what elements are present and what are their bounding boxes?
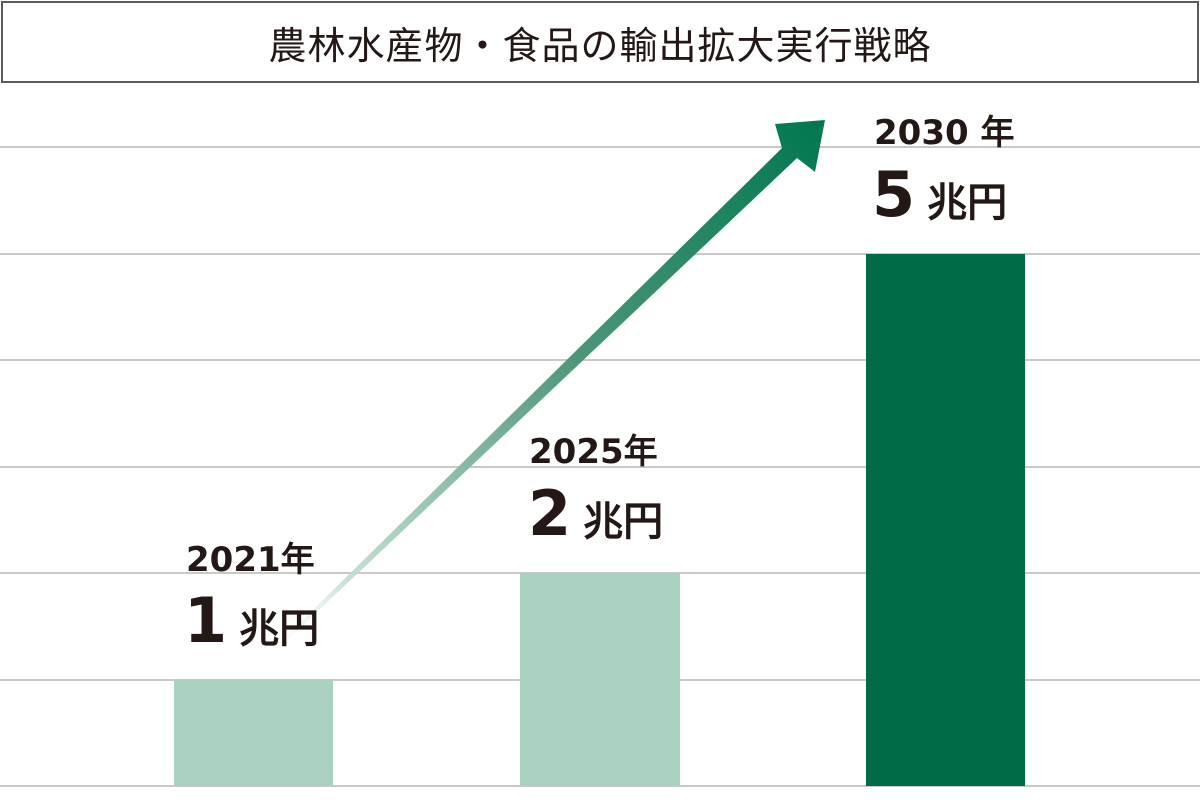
gridline <box>0 146 1200 148</box>
value-label-2030: 5 兆円 <box>872 164 1007 226</box>
value-unit: 兆円 <box>927 180 1008 226</box>
value-label-2025: 2 兆円 <box>528 483 663 545</box>
value-label-2021: 1 兆円 <box>184 590 319 652</box>
value-unit: 兆円 <box>583 499 664 545</box>
bar-2030 <box>866 254 1025 786</box>
value-number: 1 <box>184 584 228 657</box>
bar-2025 <box>520 573 680 786</box>
gridline <box>0 359 1200 361</box>
baseline <box>0 785 1200 787</box>
bar-2021 <box>174 680 333 786</box>
chart-title-box: 農林水産物・食品の輸出拡大実行戦略 <box>1 1 1199 83</box>
chart-title: 農林水産物・食品の輸出拡大実行戦略 <box>268 23 932 68</box>
gridline <box>0 253 1200 255</box>
value-unit: 兆円 <box>239 606 320 652</box>
year-label-2025: 2025年 <box>529 432 658 472</box>
value-number: 2 <box>528 477 572 550</box>
gridline <box>0 466 1200 468</box>
year-label-2030: 2030 年 <box>874 113 1015 153</box>
year-label-2021: 2021年 <box>186 540 315 580</box>
value-number: 5 <box>872 158 916 231</box>
